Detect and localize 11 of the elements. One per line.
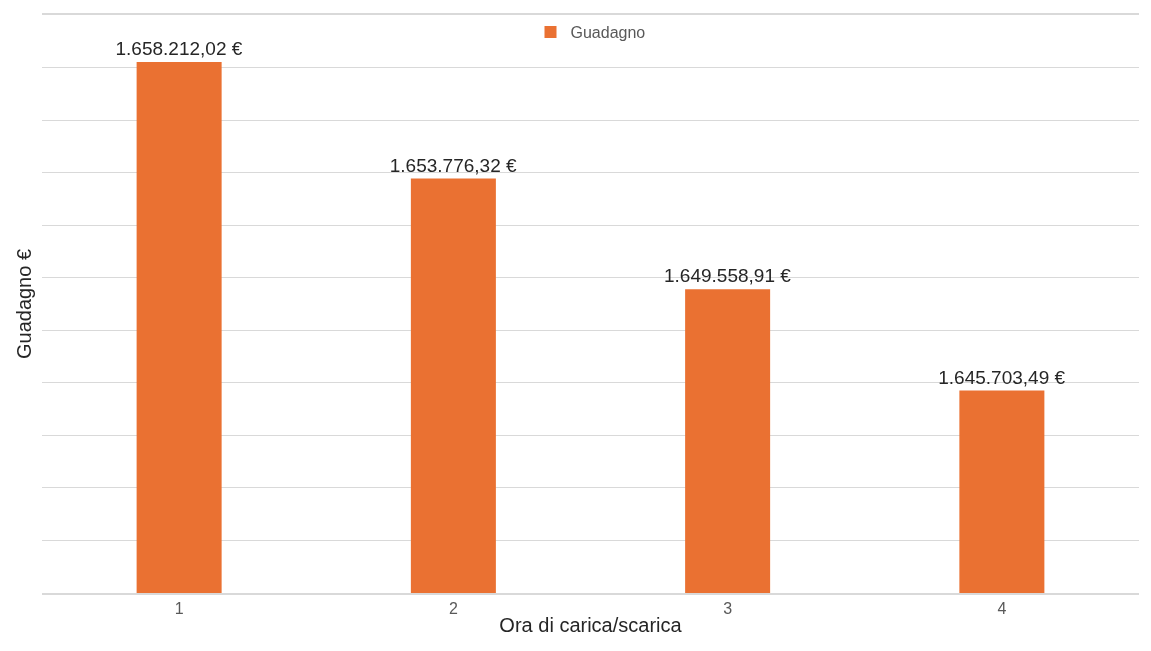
data-label: 1.653.776,32 € — [389, 154, 517, 176]
data-label: 1.658.212,02 € — [115, 37, 243, 59]
x-axis-title: Ora di carica/scarica — [499, 613, 683, 636]
x-tick-label: 3 — [723, 599, 733, 617]
legend-label: Guadagno — [570, 24, 646, 42]
x-tick-label: 4 — [997, 599, 1007, 617]
y-axis-title: Guadagno € — [12, 248, 35, 360]
data-label: 1.649.558,91 € — [664, 265, 792, 287]
x-tick-label: 1 — [174, 599, 184, 617]
x-tick-label: 2 — [448, 599, 458, 617]
data-label: 1.645.703,49 € — [938, 366, 1066, 388]
